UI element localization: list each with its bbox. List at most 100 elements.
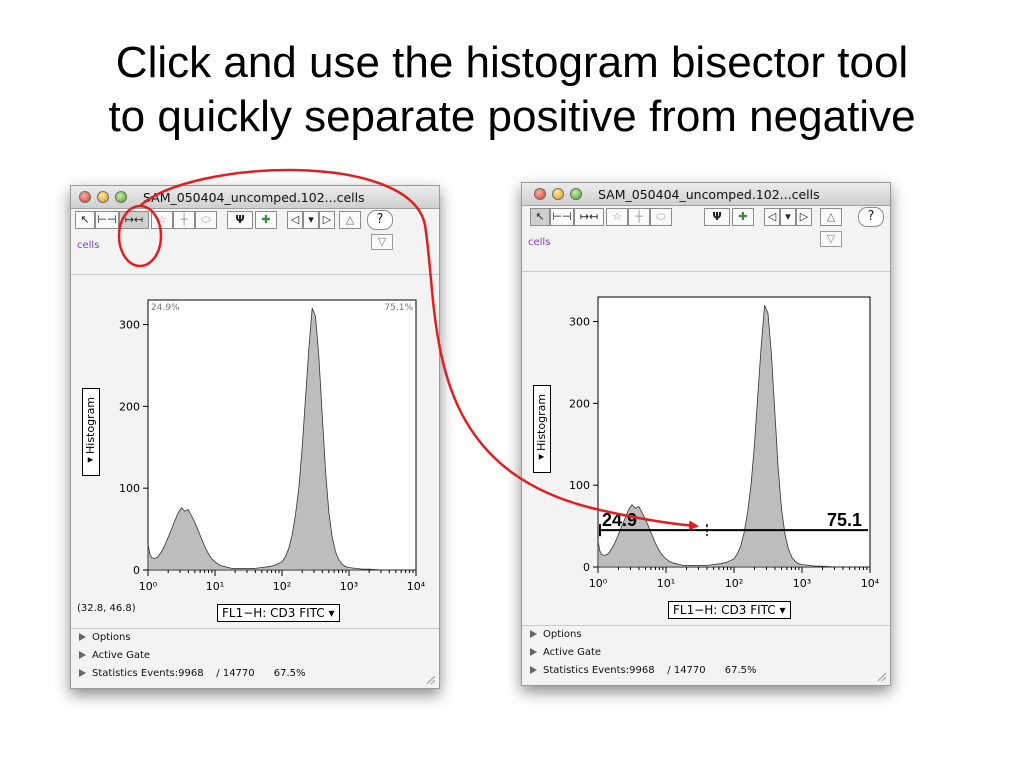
up-icon[interactable]: △ <box>820 208 842 226</box>
population-name: cells <box>77 240 100 251</box>
help-icon[interactable]: ? <box>858 207 884 227</box>
disclosure-triangle-icon <box>530 666 537 674</box>
left-percent-label: 24.9% <box>151 303 180 313</box>
dropdown-icon[interactable]: ▾ <box>780 208 796 226</box>
x-parameter-selector[interactable]: FL1−H: CD3 FITC ▾ <box>217 604 340 622</box>
right-percent-label: 75.1% <box>384 303 413 313</box>
histogram-plot[interactable]: 0 100 200 300 10⁰ 10¹ 10² 10³ 10⁴ 24.9 75.1 <box>522 283 890 593</box>
active-gate-label: Active Gate <box>543 647 602 658</box>
psi-tool-icon[interactable]: Ψ <box>227 211 253 229</box>
slide-title: Click and use the histogram bisector too… <box>0 36 1024 144</box>
disclosure-triangle-icon <box>79 669 86 677</box>
bisector-tool-icon[interactable]: ↦↤ <box>119 211 149 229</box>
up-icon[interactable]: △ <box>339 211 361 229</box>
down-icon[interactable]: ▽ <box>820 231 842 247</box>
close-button[interactable] <box>534 188 546 200</box>
gate-toolbar: ↖ ⊢⊣ ↦↤ ☆ ┼ ⬭ Ψ ✚ ◁ ▾ ▷ △ ? <box>75 210 435 233</box>
x-tick-label: 10⁴ <box>407 580 426 593</box>
zoom-button[interactable] <box>570 188 582 200</box>
slide-title-line-1: Click and use the histogram bisector too… <box>115 38 909 87</box>
bisector-right-value: 75.1 <box>827 510 862 530</box>
y-tick-label: 100 <box>569 479 590 492</box>
quadrant-gate-icon[interactable]: ┼ <box>173 211 195 229</box>
slide-title-line-2: to quickly separate positive from negati… <box>108 92 916 141</box>
dropdown-icon[interactable]: ▾ <box>303 211 319 229</box>
polygon-gate-icon[interactable]: ☆ <box>606 208 628 226</box>
x-tick-label: 10² <box>273 580 291 593</box>
polygon-gate-icon[interactable]: ☆ <box>151 211 173 229</box>
bisector-left-value: 24.9 <box>602 510 637 530</box>
disclosure-triangle-icon <box>530 648 537 656</box>
resize-grip-icon[interactable] <box>424 673 436 685</box>
statistics-disclosure[interactable]: Statistics Events:9968 / 14770 67.5% <box>79 668 305 679</box>
ellipse-gate-icon[interactable]: ⬭ <box>195 211 217 229</box>
y-tick-label: 200 <box>119 400 140 413</box>
ellipse-gate-icon[interactable]: ⬭ <box>650 208 672 226</box>
window-titlebar[interactable]: SAM_050404_uncomped.102...cells <box>71 186 439 209</box>
gate-toolbar: ↖ ⊢⊣ ↦↤ ☆ ┼ ⬭ Ψ ✚ ◁ ▾ ▷ △ ? <box>530 207 890 230</box>
x-tick-label: 10⁴ <box>861 577 880 590</box>
previous-icon[interactable]: ◁ <box>764 208 780 226</box>
divider <box>71 274 439 275</box>
x-tick-label: 10³ <box>793 577 811 590</box>
down-icon[interactable]: ▽ <box>371 234 393 250</box>
active-gate-disclosure[interactable]: Active Gate <box>530 647 601 658</box>
quadrant-gate-icon[interactable]: ┼ <box>628 208 650 226</box>
previous-icon[interactable]: ◁ <box>287 211 303 229</box>
minimize-button[interactable] <box>552 188 564 200</box>
range-gate-icon[interactable]: ⊢⊣ <box>550 208 574 226</box>
y-tick-label: 300 <box>119 319 140 332</box>
window-title: SAM_050404_uncomped.102...cells <box>143 190 365 205</box>
resize-grip-icon[interactable] <box>875 670 887 682</box>
window-titlebar[interactable]: SAM_050404_uncomped.102...cells <box>522 183 890 206</box>
x-tick-label: 10² <box>725 577 743 590</box>
close-button[interactable] <box>79 191 91 203</box>
window-title: SAM_050404_uncomped.102...cells <box>598 187 820 202</box>
left-histogram-window: SAM_050404_uncomped.102...cells ↖ ⊢⊣ ↦↤ … <box>70 185 440 689</box>
y-tick-label: 0 <box>133 564 140 577</box>
y-tick-label: 100 <box>119 482 140 495</box>
psi-tool-icon[interactable]: Ψ <box>704 208 730 226</box>
disclosure-triangle-icon <box>79 633 86 641</box>
add-gate-icon[interactable]: ✚ <box>732 208 754 226</box>
divider <box>522 271 890 272</box>
statistics-disclosure[interactable]: Statistics Events:9968 / 14770 67.5% <box>530 665 756 676</box>
minimize-button[interactable] <box>97 191 109 203</box>
divider <box>71 628 439 629</box>
y-tick-label: 200 <box>569 397 590 410</box>
right-histogram-window: SAM_050404_uncomped.102...cells ↖ ⊢⊣ ↦↤ … <box>521 182 891 686</box>
y-tick-label: 0 <box>583 561 590 574</box>
statistics-label: Statistics Events:9968 / 14770 67.5% <box>92 668 306 679</box>
divider <box>522 625 890 626</box>
cursor-coordinates: (32.8, 46.8) <box>77 603 136 614</box>
options-disclosure[interactable]: Options <box>79 632 131 643</box>
disclosure-triangle-icon <box>79 651 86 659</box>
population-name: cells <box>528 237 551 248</box>
add-gate-icon[interactable]: ✚ <box>255 211 277 229</box>
x-parameter-selector[interactable]: FL1−H: CD3 FITC ▾ <box>668 601 791 619</box>
x-tick-label: 10⁰ <box>589 577 608 590</box>
chevron-down-icon: ▾ <box>328 606 335 620</box>
x-tick-label: 10¹ <box>206 580 224 593</box>
range-gate-icon[interactable]: ⊢⊣ <box>95 211 119 229</box>
bisector-tool-icon[interactable]: ↦↤ <box>574 208 604 226</box>
chevron-down-icon: ▾ <box>779 603 786 617</box>
next-icon[interactable]: ▷ <box>319 211 335 229</box>
arrow-tool-icon[interactable]: ↖ <box>530 208 550 226</box>
disclosure-triangle-icon <box>530 630 537 638</box>
x-tick-label: 10³ <box>340 580 358 593</box>
histogram-plot[interactable]: 0 100 200 300 10⁰ 10¹ 10² 10³ 10⁴ 24.9% 75.1% <box>71 286 439 596</box>
next-icon[interactable]: ▷ <box>796 208 812 226</box>
zoom-button[interactable] <box>115 191 127 203</box>
options-disclosure[interactable]: Options <box>530 629 582 640</box>
active-gate-label: Active Gate <box>92 650 151 661</box>
options-label: Options <box>92 632 131 643</box>
options-label: Options <box>543 629 582 640</box>
y-tick-label: 300 <box>569 316 590 329</box>
x-parameter-label: FL1−H: CD3 FITC <box>673 603 776 617</box>
x-parameter-label: FL1−H: CD3 FITC <box>222 606 325 620</box>
x-tick-label: 10⁰ <box>139 580 158 593</box>
active-gate-disclosure[interactable]: Active Gate <box>79 650 150 661</box>
arrow-tool-icon[interactable]: ↖ <box>75 211 95 229</box>
help-icon[interactable]: ? <box>367 210 393 230</box>
